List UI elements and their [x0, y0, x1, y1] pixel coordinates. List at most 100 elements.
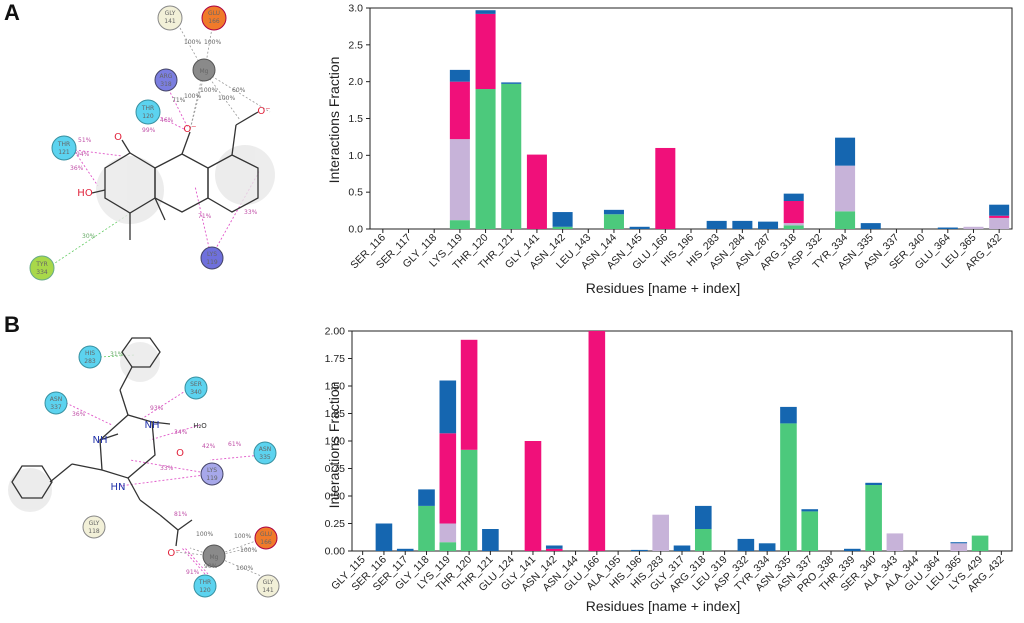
atom-nh-1-b: NH	[93, 435, 108, 446]
svg-text:100%: 100%	[234, 533, 251, 540]
interaction-percentages-b: 31% 36% 93% 34% 61% 42% 33% 81% 100% 100…	[72, 351, 257, 576]
svg-text:100%: 100%	[218, 95, 235, 102]
bar-water-bridges-thr-121	[482, 529, 499, 551]
bar-water-bridges-asn-335	[780, 406, 797, 424]
bar-ionic-gly-141	[524, 441, 542, 551]
svg-text:71%: 71%	[172, 97, 186, 104]
bar-h-bonds-asn-144	[603, 214, 624, 229]
panel-label-b: B	[4, 312, 20, 337]
water-molecule-b: H₂O	[193, 422, 207, 430]
bar-water-bridges-asn-335	[860, 223, 881, 229]
svg-text:THR: THR	[57, 141, 70, 148]
svg-text:141: 141	[164, 18, 176, 25]
residue-gly141-b: GLY 141	[256, 574, 280, 598]
mg-label-b: Mg	[210, 554, 219, 561]
svg-text:34%: 34%	[174, 429, 188, 436]
svg-text:120: 120	[199, 587, 211, 594]
svg-text:119: 119	[206, 475, 218, 482]
magnesium-ion-b	[202, 544, 226, 568]
interaction-percentages-a: 100% 100% 100% 100% 100% 60% 71% 46% 99%…	[70, 39, 258, 240]
svg-text:93%: 93%	[150, 405, 164, 412]
svg-text:GLY: GLY	[89, 520, 100, 527]
residue-gly141-a: GLY 141	[157, 5, 183, 31]
residue-ser340-b: SER 340	[184, 376, 208, 400]
bar-water-bridges-gly-317	[673, 545, 691, 551]
atom-nh-2-b: NH	[145, 420, 160, 431]
svg-text:TYR: TYR	[35, 261, 48, 268]
svg-text:THR: THR	[198, 579, 211, 586]
y-tick-label: 2.0	[348, 76, 363, 88]
svg-text:100%: 100%	[236, 565, 253, 572]
bar-hydrophobic-leu-365	[950, 543, 968, 551]
residue-his283-b: HIS 283	[78, 345, 102, 369]
bar-hydrophobic-his-283	[652, 514, 670, 551]
bar-h-bonds-arg-318	[783, 225, 804, 229]
bar-water-bridges-arg-318	[783, 193, 804, 202]
atom-o-b: O	[176, 448, 184, 459]
residue-glu166-b: GLU 166	[254, 526, 278, 550]
bar-ionic-thr-120	[475, 13, 496, 90]
y-tick-label: 1.75	[325, 353, 346, 365]
y-tick-label: 1.00	[325, 436, 346, 448]
svg-text:337: 337	[50, 404, 62, 411]
svg-text:42%: 42%	[202, 443, 216, 450]
bar-hydrophobic-lys-119	[449, 139, 470, 221]
svg-text:36%: 36%	[70, 165, 84, 172]
atom-hydroxyl-a: HO	[77, 188, 93, 199]
bar-hydrophobic-leu-365	[963, 226, 984, 229]
svg-text:81%: 81%	[174, 511, 188, 518]
bar-water-bridges-lys-119	[439, 380, 457, 434]
svg-text:141: 141	[262, 587, 274, 594]
bar-water-bridges-his-283	[706, 220, 727, 229]
ligand-interaction-diagram-a: Mg GLY 141 GLU 166 ARG 318 THR 120 THR 1…	[29, 5, 275, 281]
bar-water-bridges-his-196	[631, 549, 648, 551]
svg-text:121: 121	[58, 149, 70, 156]
atom-carbonyl-o-a: O	[114, 132, 122, 143]
bar-h-bonds-lys-429	[971, 535, 989, 551]
bar-water-bridges-tyr-334	[758, 543, 776, 551]
bar-chart-a: Interactions Fraction Residues [name + i…	[326, 3, 1013, 296]
bar-water-bridges-tyr-334	[835, 137, 856, 166]
bar-h-bonds-asn-335	[780, 423, 797, 551]
svg-text:HIS: HIS	[85, 350, 95, 357]
svg-text:71%: 71%	[198, 213, 212, 220]
magnesium-ion-a	[192, 58, 216, 82]
svg-text:90%: 90%	[204, 563, 218, 570]
bar-water-bridges-asp-332	[737, 538, 755, 551]
svg-text:51%: 51%	[78, 137, 92, 144]
y-tick-label: 1.50	[325, 381, 346, 393]
residue-thr120-b: THR 120	[193, 574, 217, 598]
svg-text:118: 118	[88, 528, 100, 535]
bar-water-bridges-glu-364	[937, 227, 958, 229]
bar-water-bridges-asn-142	[552, 212, 573, 227]
bar-h-bonds-asn-337	[801, 511, 819, 551]
bar-water-bridges-asn-144	[603, 209, 624, 215]
chart-a-xlabel: Residues [name + index]	[586, 280, 740, 296]
bar-h-bonds-gly-118	[418, 505, 435, 551]
residue-lys119-a: LYS 119	[200, 246, 224, 270]
bar-chart-b: Interactions Fraction Residues [name + i…	[325, 326, 1013, 614]
bar-h-bonds-thr-121	[501, 83, 522, 229]
bar-water-bridges-lys-119	[449, 69, 470, 82]
bar-ionic-lys-119	[449, 81, 470, 140]
bar-hydrophobic-lys-119	[439, 523, 457, 543]
svg-text:100%: 100%	[184, 39, 201, 46]
svg-text:GLY: GLY	[263, 579, 274, 586]
bar-water-bridges-ser-116	[375, 523, 393, 551]
bar-hydrophobic-ala-343	[886, 533, 904, 551]
bar-water-bridges-asn-284	[732, 220, 753, 229]
svg-text:THR: THR	[141, 105, 154, 112]
panel-label-a: A	[4, 0, 20, 25]
bar-water-bridges-arg-432	[989, 204, 1010, 216]
svg-text:36%: 36%	[72, 411, 86, 418]
svg-text:ASN: ASN	[50, 396, 62, 403]
svg-text:334: 334	[36, 269, 48, 276]
bar-h-bonds-lys-119	[439, 542, 457, 551]
svg-text:120: 120	[142, 113, 154, 120]
bar-ionic-asn-142	[545, 548, 563, 551]
svg-text:30%: 30%	[82, 233, 96, 240]
chart-b-xlabel: Residues [name + index]	[586, 598, 740, 614]
svg-text:33%: 33%	[244, 209, 258, 216]
bar-ionic-arg-318	[783, 201, 804, 224]
